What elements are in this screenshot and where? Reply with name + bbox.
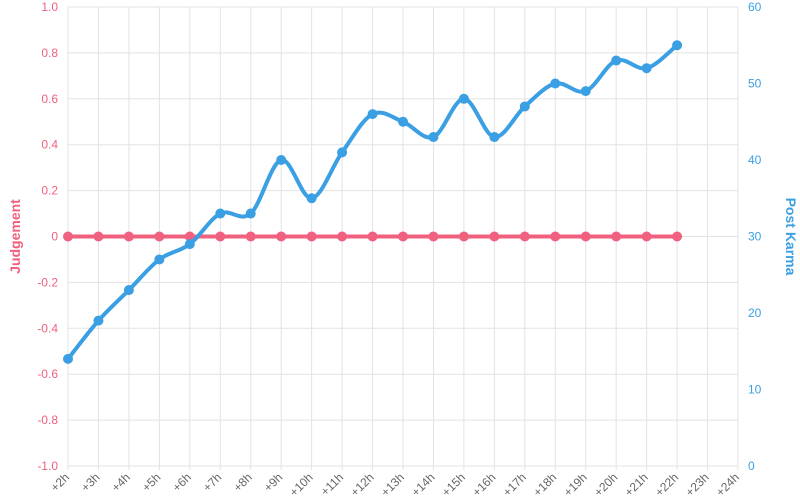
x-tick-label: +3h (78, 470, 102, 494)
left-tick-label: -0.6 (37, 367, 58, 381)
data-point (276, 155, 287, 165)
data-point (123, 285, 134, 296)
x-tick-label: +8h (231, 470, 255, 494)
data-point (519, 231, 530, 242)
data-point (337, 231, 348, 242)
data-point (215, 231, 226, 242)
x-tick-label: +15h (439, 470, 468, 499)
data-point (398, 116, 408, 127)
data-point (63, 231, 73, 242)
left-axis-title: Judgement (7, 199, 23, 274)
x-tick-label: +17h (500, 470, 529, 499)
data-point (245, 231, 256, 242)
right-tick-label: 60 (748, 0, 762, 14)
data-point (489, 231, 500, 242)
data-point (428, 132, 439, 143)
x-tick-label: +18h (530, 470, 559, 499)
left-tick-label: 0.2 (41, 184, 58, 198)
right-tick-label: 10 (748, 383, 762, 397)
data-point (154, 254, 165, 265)
data-point (367, 231, 378, 242)
data-point (672, 231, 683, 242)
data-point (184, 231, 195, 242)
data-point (306, 193, 317, 204)
left-tick-label: -0.4 (37, 321, 58, 335)
x-tick-label: +11h (318, 470, 346, 498)
left-tick-label: -1.0 (37, 459, 58, 473)
x-tick-label: +20h (591, 470, 620, 499)
data-point (641, 231, 652, 242)
data-point (550, 78, 561, 89)
data-point (215, 208, 226, 219)
x-tick-label: +5h (139, 470, 163, 494)
x-tick-label: +7h (200, 470, 224, 494)
x-tick-label: +21h (622, 470, 651, 499)
x-tick-label: +12h (348, 470, 377, 499)
left-axis-ticks: 1.0 0.8 0.6 0.4 0.2 0 -0.2 -0.4 -0.6 -0.8 -1.0 (37, 0, 58, 473)
left-tick-label: 1.0 (41, 0, 58, 14)
data-point (458, 93, 469, 104)
data-point (154, 231, 165, 242)
x-tick-label: +14h (409, 470, 438, 499)
right-tick-label: 40 (748, 153, 762, 167)
series-post-karma (63, 40, 683, 364)
right-tick-label: 20 (748, 306, 762, 320)
x-tick-label: +2h (48, 470, 72, 494)
left-tick-label: -0.8 (37, 413, 58, 427)
x-tick-label: +23h (683, 470, 712, 499)
data-point (428, 231, 439, 242)
data-point (458, 231, 469, 242)
data-point (123, 231, 134, 242)
x-axis-ticks: +2h +3h +4h +5h +6h +7h +8h +9h +10h +11h +12h +13h… (48, 470, 742, 499)
right-axis-title: Post Karma (783, 198, 799, 276)
right-tick-label: 30 (748, 230, 762, 244)
data-point (519, 101, 530, 112)
data-point (93, 315, 104, 326)
x-tick-label: +9h (261, 470, 285, 494)
data-point (672, 40, 683, 51)
data-point (367, 109, 378, 120)
x-tick-label: +6h (170, 470, 194, 494)
data-point (63, 353, 73, 364)
x-tick-label: +19h (561, 470, 590, 499)
data-point (93, 231, 104, 242)
data-point (580, 86, 591, 97)
x-tick-label: +10h (287, 470, 316, 499)
data-point (489, 132, 500, 143)
left-tick-label: 0.4 (41, 138, 58, 152)
right-tick-label: 0 (748, 459, 755, 473)
right-tick-label: 50 (748, 77, 762, 91)
left-tick-label: 0 (51, 230, 58, 244)
data-point (550, 231, 561, 242)
data-point (611, 55, 622, 66)
left-tick-label: 0.6 (41, 92, 58, 106)
data-point (611, 231, 622, 242)
x-tick-label: +13h (378, 470, 407, 499)
series-layer (63, 40, 683, 364)
data-point (641, 63, 652, 74)
x-tick-label: +24h (713, 470, 742, 499)
data-point (580, 231, 591, 242)
left-tick-label: -0.2 (37, 275, 58, 289)
data-point (398, 231, 408, 242)
x-tick-label: +4h (109, 470, 133, 494)
x-tick-label: +22h (652, 470, 681, 499)
series-judgement (63, 231, 683, 242)
left-tick-label: 0.8 (41, 46, 58, 60)
data-point (306, 231, 317, 242)
x-tick-label: +16h (469, 470, 498, 499)
data-point (184, 239, 195, 250)
data-point (245, 208, 256, 219)
right-axis-ticks: 60 50 40 30 20 10 0 (748, 0, 762, 473)
data-point (276, 231, 287, 242)
data-point (337, 147, 348, 158)
